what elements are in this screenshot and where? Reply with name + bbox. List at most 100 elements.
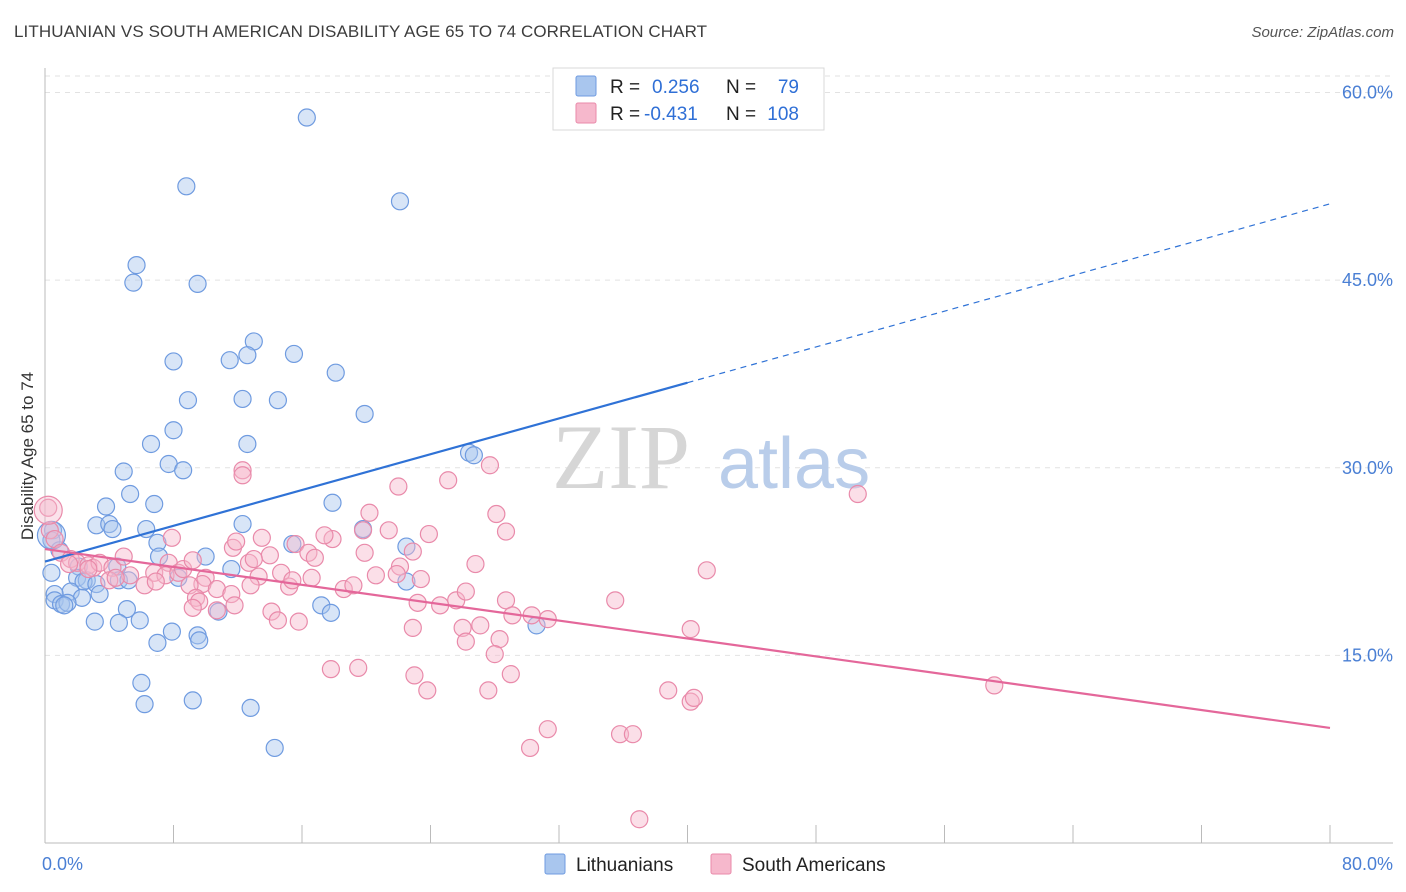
legend-swatch-south-americans	[575, 102, 597, 124]
lithuanians-point	[148, 633, 167, 652]
y-axis-title: Disability Age 65 to 74	[18, 372, 37, 540]
legend-swatch-lithuanians	[575, 75, 597, 97]
south-americans-point	[344, 576, 363, 595]
lithuanians-point	[177, 177, 196, 196]
south-americans-point	[349, 658, 368, 677]
south-americans-point	[403, 618, 422, 637]
lithuanians-point	[117, 599, 137, 619]
south-americans-point	[222, 584, 241, 604]
south-americans-point	[453, 618, 472, 637]
south-americans-point	[466, 554, 485, 574]
watermark-atlas: atlas	[718, 424, 870, 504]
lithuanians-points	[36, 108, 546, 758]
lithuanians-point	[145, 494, 164, 514]
south-americans-point	[387, 564, 406, 584]
lithuanians-point	[90, 584, 109, 604]
south-americans-point	[353, 521, 373, 540]
south-americans-point	[207, 601, 226, 620]
watermark-zip: ZIP	[552, 406, 690, 508]
legend-n-label-0: N =	[726, 77, 756, 98]
lithuanians-point	[188, 274, 207, 293]
south-americans-point	[114, 547, 133, 566]
south-americans-point	[355, 543, 374, 562]
lithuanians-point	[164, 421, 183, 440]
south-americans-point	[360, 503, 379, 522]
south-americans-point	[418, 681, 437, 700]
y-tick-label-15: 15.0%	[1342, 645, 1393, 665]
axes	[44, 68, 1393, 844]
lithuanians-point	[58, 593, 77, 612]
legend-r-label-1: R =	[610, 104, 640, 125]
lithuanians-point	[141, 434, 161, 454]
lithuanians-point	[124, 273, 143, 292]
legend-r-value-0: 0.256	[652, 77, 700, 98]
south-americans-point	[630, 810, 649, 829]
lithuanians-point	[355, 404, 374, 424]
trendlines	[44, 203, 1331, 730]
south-americans-point	[121, 566, 140, 585]
south-americans-points	[33, 456, 1004, 829]
south-americans-point	[366, 566, 385, 585]
lithuanians-point	[397, 572, 416, 591]
south-americans-point	[496, 591, 516, 610]
south-americans-point	[623, 725, 642, 744]
south-americans-point	[471, 616, 490, 635]
south-americans-point	[456, 632, 475, 651]
x-tick-max: 80.0%	[1342, 854, 1393, 874]
series-legend: Lithuanians South Americans	[544, 853, 886, 876]
lithuanians-trendline-extension	[687, 203, 1331, 384]
series-legend-lithuanians: Lithuanians	[576, 855, 673, 876]
south-americans-point	[40, 521, 59, 540]
lithuanians-point	[96, 497, 116, 516]
south-americans-point	[403, 542, 422, 561]
south-americans-point	[485, 645, 504, 664]
series-legend-swatch-south-americans	[710, 853, 732, 875]
south-americans-point	[520, 738, 540, 758]
south-americans-point	[501, 665, 520, 684]
lithuanians-point	[42, 563, 61, 582]
lithuanians-point	[132, 673, 151, 692]
south-americans-trendline	[44, 547, 1331, 730]
lithuanians-point	[121, 484, 140, 504]
lithuanians-point	[72, 588, 92, 607]
x-tick-min: 0.0%	[42, 854, 83, 874]
y-tick-label-45: 45.0%	[1342, 270, 1393, 290]
south-americans-point	[183, 598, 202, 617]
south-americans-point	[260, 546, 279, 565]
lithuanians-point	[162, 622, 181, 641]
lithuanians-point	[326, 363, 345, 382]
south-americans-point	[268, 611, 288, 630]
lithuanians-point	[233, 514, 252, 534]
legend-r-value-1: -0.431	[644, 104, 698, 125]
south-americans-point	[697, 561, 716, 580]
lithuanians-point	[268, 391, 288, 410]
south-americans-point	[496, 522, 516, 541]
legend-n-value-1: 108	[767, 104, 799, 125]
south-americans-point	[39, 498, 58, 517]
south-americans-point	[606, 591, 625, 610]
south-americans-point	[681, 620, 700, 639]
series-legend-swatch-lithuanians	[544, 853, 566, 875]
south-americans-point	[848, 484, 867, 504]
south-americans-point	[487, 504, 506, 524]
south-americans-point	[207, 579, 226, 599]
south-americans-point	[252, 528, 271, 547]
lithuanians-point	[238, 346, 257, 365]
lithuanians-point	[321, 603, 341, 622]
stats-legend: R = 0.256 N = 79 R = -0.431 N = 108	[552, 67, 825, 131]
lithuanians-point	[174, 461, 193, 480]
stats-legend-box	[552, 67, 825, 131]
south-americans-point	[286, 534, 305, 554]
lithuanians-point	[464, 446, 483, 465]
south-americans-point	[419, 524, 438, 544]
series-legend-south-americans: South Americans	[742, 855, 886, 876]
south-americans-point	[135, 576, 154, 595]
south-americans-point	[456, 582, 475, 601]
lithuanians-point	[284, 344, 304, 364]
y-tick-label-30: 30.0%	[1342, 458, 1393, 478]
y-tick-label-60: 60.0%	[1342, 83, 1393, 103]
lithuanians-point	[114, 462, 133, 481]
south-americans-point	[610, 725, 630, 744]
lithuanians-point	[109, 613, 128, 632]
south-americans-point	[659, 681, 678, 700]
